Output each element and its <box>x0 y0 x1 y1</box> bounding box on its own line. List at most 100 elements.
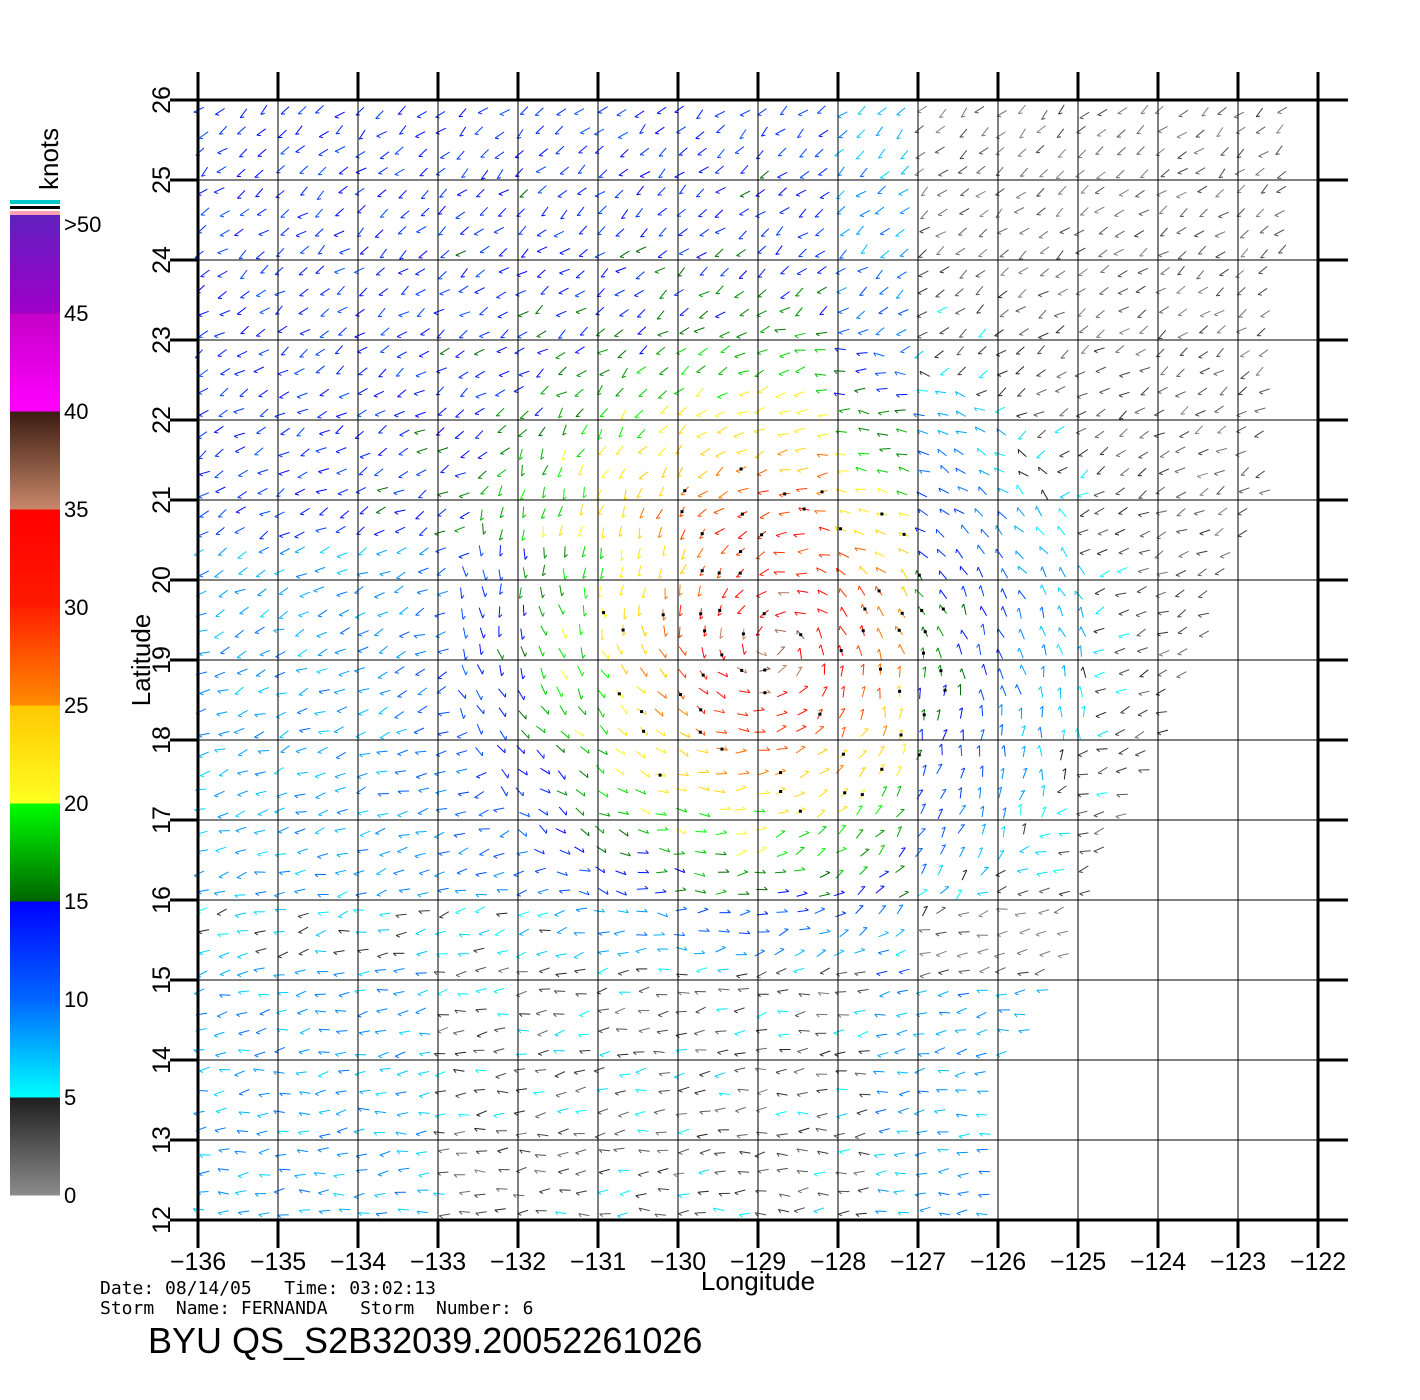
wind-vector <box>793 391 805 396</box>
wind-vector <box>716 691 726 699</box>
wind-vector-head <box>978 1194 982 1198</box>
wind-vector-head <box>1057 605 1060 610</box>
wind-vector <box>254 731 265 738</box>
wind-vector-head <box>1056 258 1061 260</box>
wind-vector <box>318 809 329 816</box>
wind-vector <box>336 808 348 813</box>
wind-vector-head <box>760 707 765 711</box>
wind-vector <box>1093 846 1105 852</box>
wind-vector-head <box>419 553 424 556</box>
wind-vector-head <box>417 993 422 997</box>
wind-vector <box>294 488 306 495</box>
wind-vector <box>776 712 788 717</box>
wind-vector <box>575 408 584 417</box>
wind-vector <box>255 569 266 577</box>
wind-vector <box>957 486 969 492</box>
wind-vector-head <box>783 850 788 854</box>
wind-vector-head <box>897 1211 902 1216</box>
wind-vector <box>294 368 305 374</box>
wind-vector <box>1000 267 1009 276</box>
wind-vector <box>335 1009 347 1012</box>
wind-vector-head <box>596 497 601 501</box>
wind-vector <box>734 290 745 298</box>
wind-vector <box>498 606 501 618</box>
wind-vector <box>455 1092 467 1097</box>
wind-vector-head <box>648 773 650 778</box>
rain-flag <box>783 492 787 496</box>
wind-vector <box>975 1052 987 1057</box>
wind-vector <box>397 749 408 755</box>
rain-flag <box>861 629 865 633</box>
wind-vector <box>238 1171 249 1177</box>
wind-vector <box>960 565 968 576</box>
wind-vector-head <box>295 750 300 754</box>
wind-vector <box>573 951 584 958</box>
wind-vector-head <box>1080 666 1084 671</box>
wind-vector <box>1118 391 1130 396</box>
wind-vector <box>258 229 270 235</box>
wind-vector <box>399 1030 411 1034</box>
wind-vector-head <box>898 904 904 907</box>
wind-vector <box>337 306 348 313</box>
wind-vector-head <box>458 1113 462 1118</box>
wind-vector <box>582 605 585 617</box>
wind-vector <box>418 350 430 357</box>
wind-vector-head <box>1137 570 1142 574</box>
wind-vector-head <box>234 532 239 534</box>
wind-vector-head <box>678 1213 683 1216</box>
wind-vector-head <box>654 271 659 274</box>
wind-vector <box>394 711 405 719</box>
wind-vector <box>338 609 350 616</box>
wind-vector <box>435 789 447 794</box>
wind-vector-head <box>537 914 542 918</box>
wind-vector-head <box>695 1049 699 1053</box>
wind-vector <box>398 1167 410 1171</box>
wind-vector-head <box>239 613 244 615</box>
wind-vector-head <box>1041 644 1045 649</box>
wind-vector-head <box>598 1149 603 1154</box>
wind-vector-head <box>1039 891 1044 894</box>
wind-vector-head <box>558 890 563 894</box>
wind-vector <box>738 932 751 935</box>
wind-vector <box>1017 387 1026 397</box>
wind-vector-head <box>375 1213 380 1217</box>
wind-vector <box>476 1031 488 1037</box>
wind-vector <box>294 828 306 834</box>
wind-vector-head <box>455 356 460 358</box>
wind-vector-head <box>220 373 225 376</box>
rain-flag <box>621 628 625 632</box>
wind-vector <box>653 1109 665 1113</box>
wind-vector <box>598 1027 610 1032</box>
wind-vector-head <box>1198 356 1203 359</box>
wind-vector-head <box>956 1152 961 1156</box>
wind-vector <box>619 852 631 857</box>
wind-vector <box>978 248 988 257</box>
wind-vector <box>501 768 509 779</box>
wind-vector <box>917 1090 929 1093</box>
wind-vector-head <box>776 1169 781 1173</box>
wind-vector-head <box>218 830 223 834</box>
wind-vector <box>637 445 648 454</box>
wind-vector <box>274 412 286 417</box>
wind-vector <box>1062 729 1065 741</box>
wind-vector <box>475 1008 487 1011</box>
wind-vector <box>459 226 469 235</box>
wind-vector <box>717 392 728 398</box>
wind-vector <box>860 728 869 737</box>
wind-vector <box>258 546 270 553</box>
wind-vector-head <box>1194 235 1199 238</box>
wind-vector-head <box>376 873 381 876</box>
wind-vector-head <box>254 736 259 739</box>
wind-vector <box>1042 785 1045 797</box>
wind-vector <box>794 792 805 798</box>
wind-vector-head <box>714 1109 719 1113</box>
wind-vector-head <box>782 725 787 727</box>
wind-vector-head <box>396 656 401 659</box>
wind-vector-head <box>678 1132 683 1135</box>
wind-vector-head <box>396 731 401 735</box>
wind-vector-head <box>597 951 602 955</box>
wind-vector <box>253 366 265 373</box>
wind-vector <box>839 1149 851 1153</box>
wind-vector-head <box>938 864 944 868</box>
wind-vector <box>397 1208 409 1211</box>
